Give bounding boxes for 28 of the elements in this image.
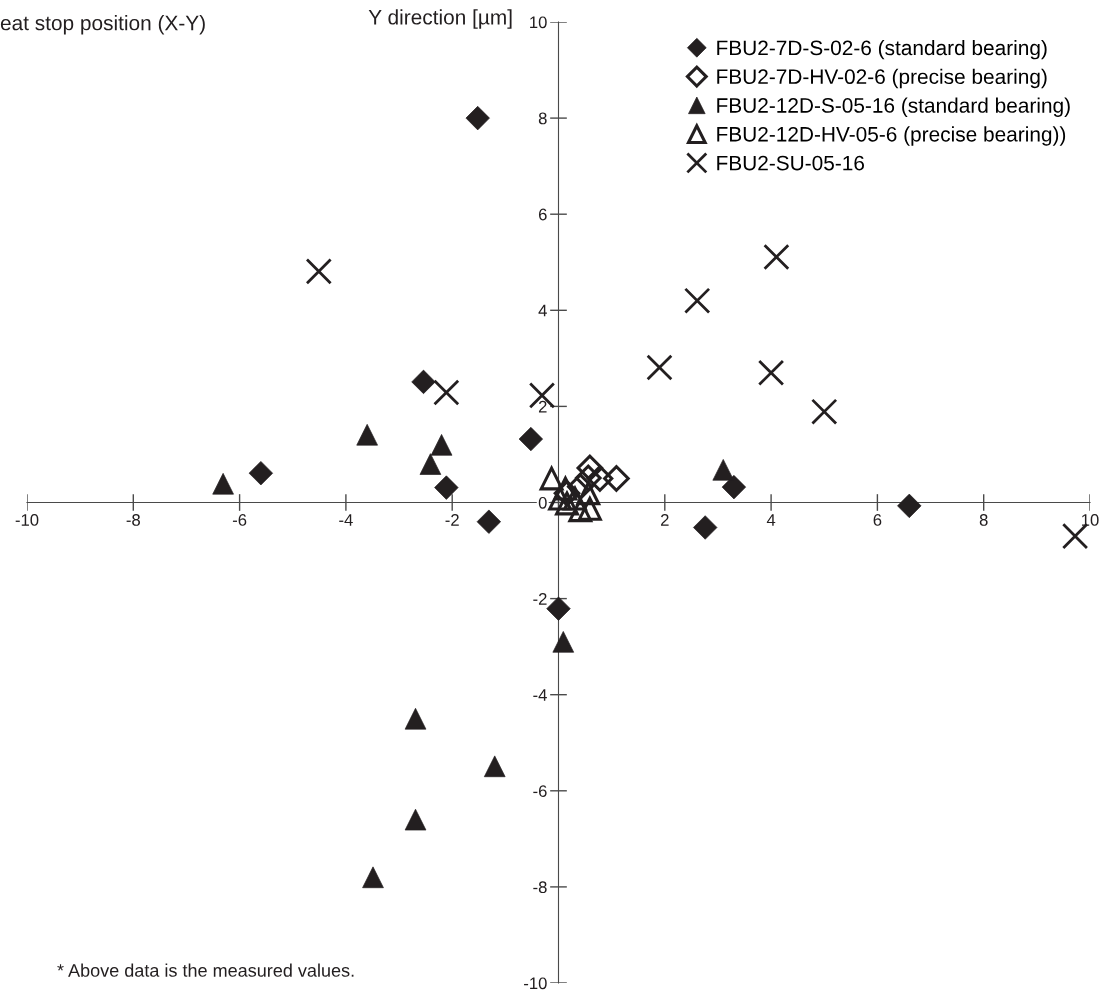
y-tick-label: -8 [533,881,547,894]
y-tick-label: -6 [533,785,547,797]
legend-label: FBU2-7D-S-02-6 (standard bearing) [717,39,1047,60]
y-tick-label: 2 [538,400,547,413]
y-tick-label: -4 [533,689,547,701]
x-tick-label: 4 [766,514,776,526]
x-tick-label: -10 [15,514,39,526]
x-tick-label: -4 [339,514,353,526]
legend-label: FBU2-7D-HV-02-6 (precise bearing) [717,68,1047,89]
annotation: * Above data is the measured values. [57,963,354,977]
x-tick-label: 2 [661,514,669,526]
y-axis-title: Y direction [µm] [368,9,512,29]
y-tick-label: 0 [538,496,547,509]
chart-title: eat stop position (X-Y) [0,15,205,35]
y-tick-label: 6 [538,208,547,221]
legend-label: FBU2-SU-05-16 [717,155,865,171]
y-tick-label: 8 [538,112,547,125]
y-tick-label: -2 [533,593,547,605]
x-tick-label: -6 [232,514,247,526]
y-tick-label: 10 [530,16,547,29]
x-tick-label: 8 [979,514,988,526]
legend-label: FBU2-12D-HV-05-6 (precise bearing)) [717,126,1066,146]
legend-label: FBU2-12D-S-05-16 (standard bearing) [717,97,1070,117]
x-tick-label: -2 [445,514,459,526]
y-tick-label: -10 [524,977,547,990]
y-tick-label: 4 [538,304,547,317]
x-tick-label: 6 [873,514,882,526]
x-tick-label: -8 [126,514,140,526]
